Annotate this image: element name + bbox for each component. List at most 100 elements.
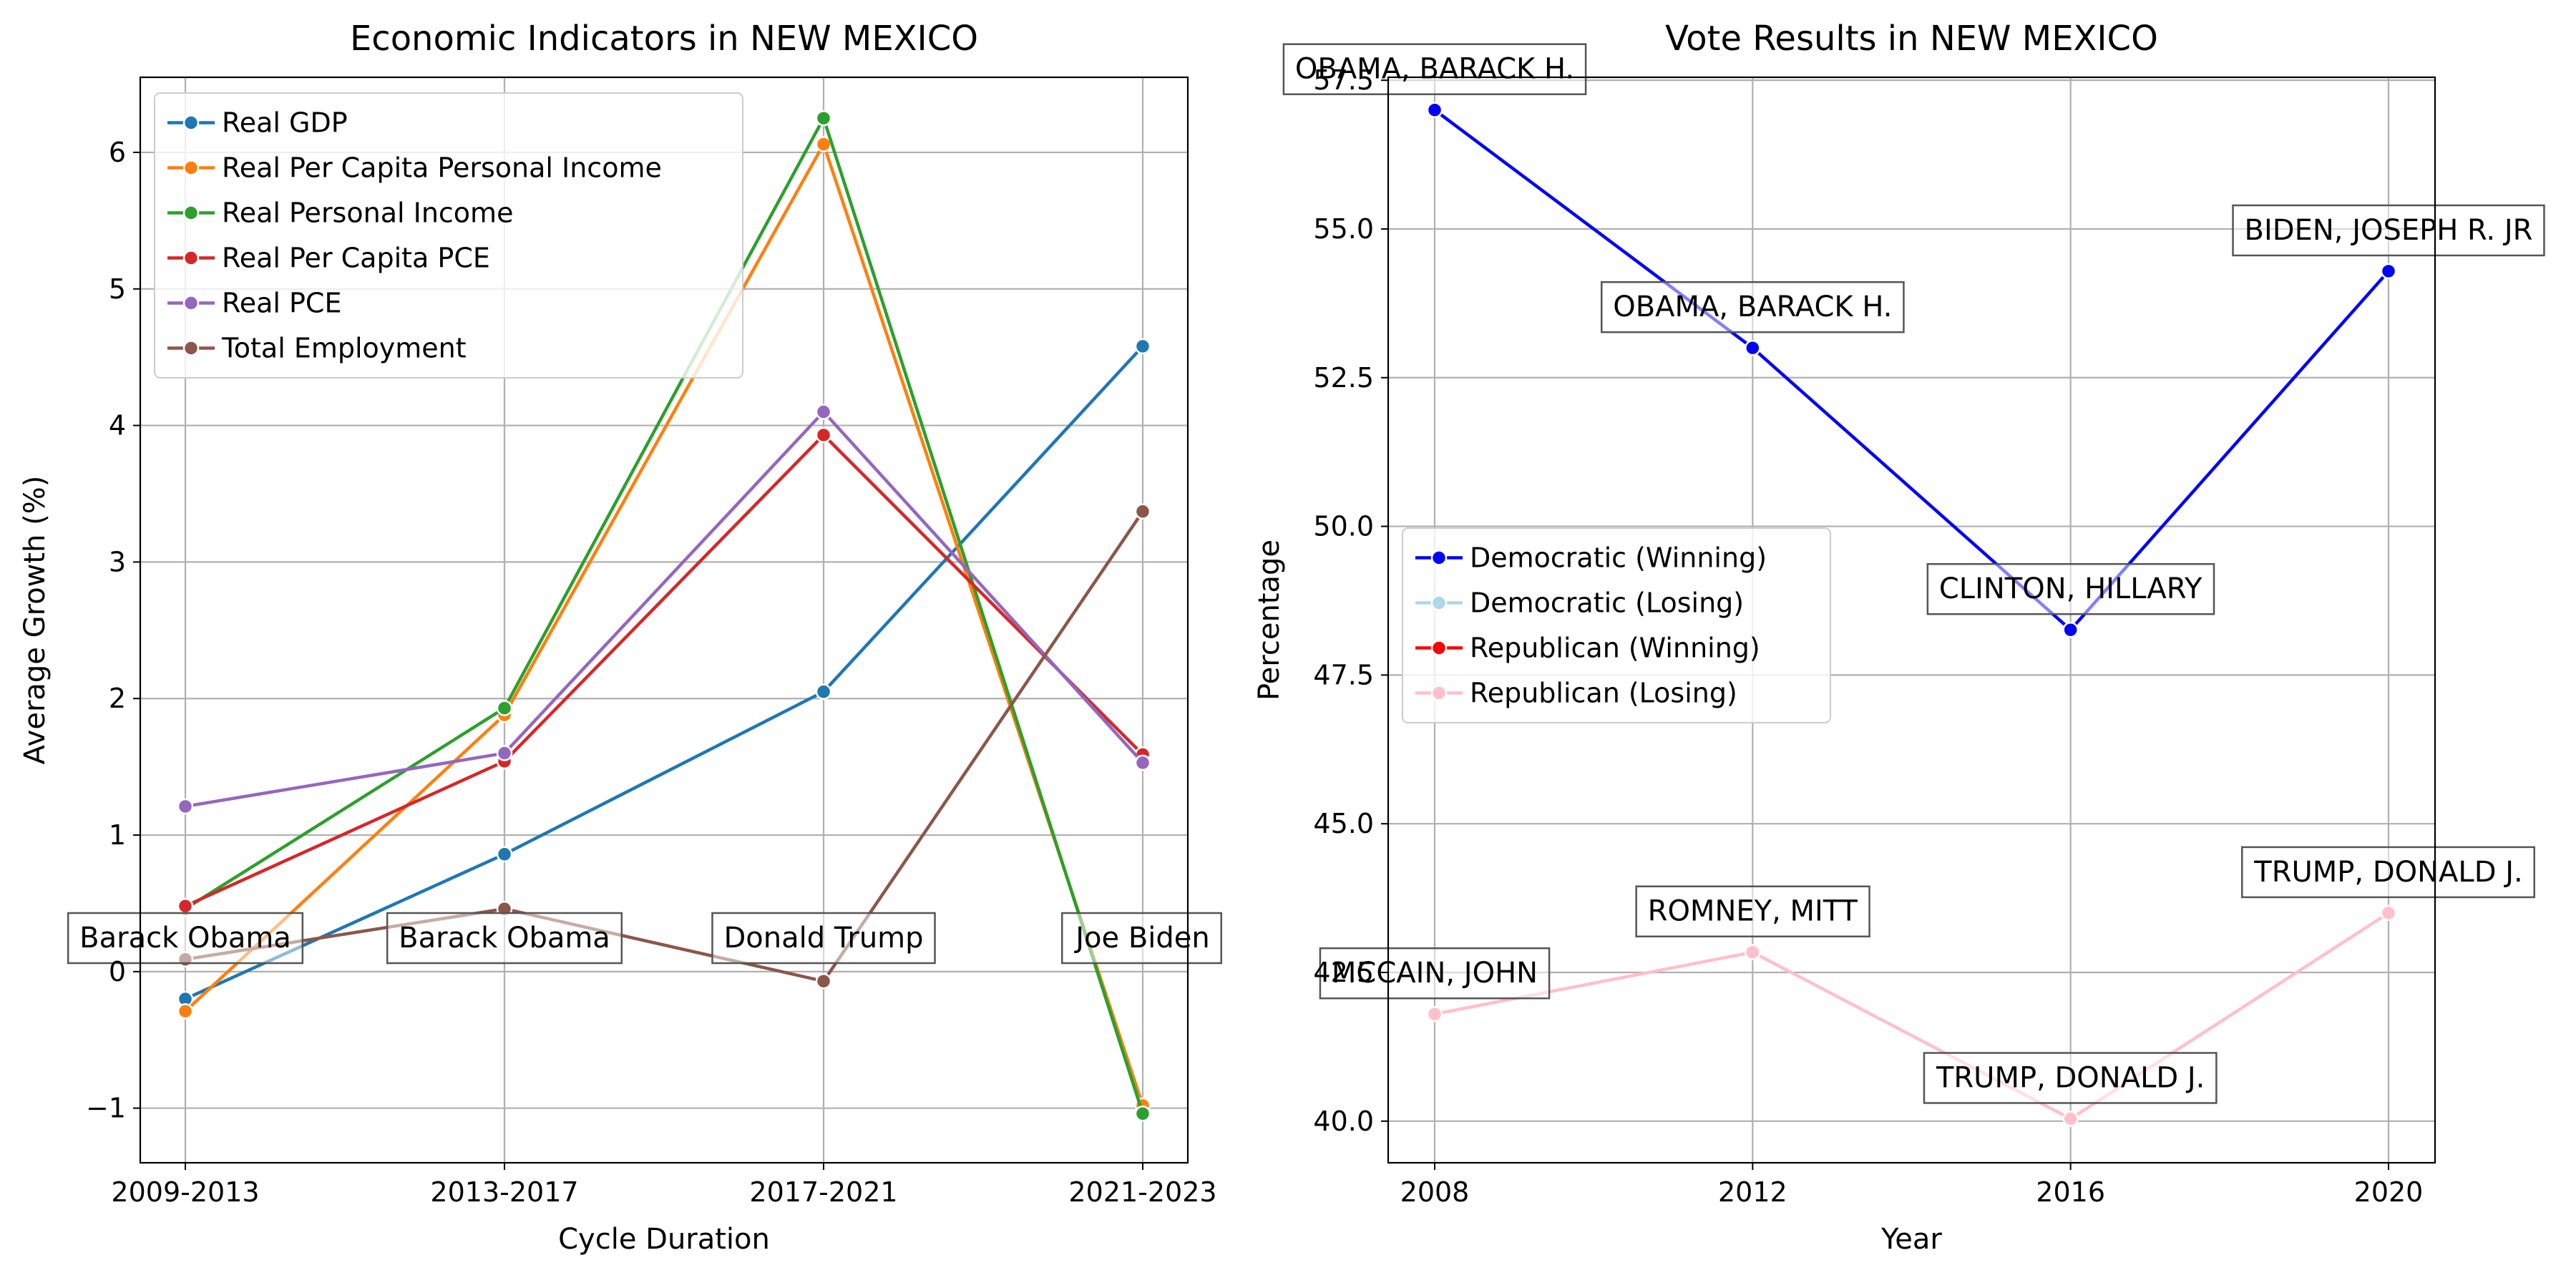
series-line — [184, 142, 1145, 1106]
series-line — [185, 410, 1144, 809]
data-point — [1134, 1106, 1151, 1122]
annotation-label: BIDEN, JOSEPH R. JR — [2245, 214, 2533, 247]
data-point — [2380, 263, 2397, 280]
y-tick-label: −1 — [86, 1093, 126, 1124]
annotation-label: Barack Obama — [79, 922, 291, 955]
series-line — [1433, 108, 2390, 632]
legend: Real GDP Real Per Capita Personal Income R… — [154, 92, 743, 379]
data-point — [177, 798, 194, 815]
x-tick-label: 2013-2017 — [430, 1176, 578, 1208]
legend-marker — [1430, 640, 1448, 656]
annotation-box — [386, 912, 623, 965]
annotation-label: Donald Trump — [723, 922, 923, 955]
data-point — [496, 745, 513, 761]
annotation-label: OBAMA, BARACK H. — [1613, 291, 1892, 323]
annotation-label: Barack Obama — [399, 922, 610, 955]
legend-label: Republican (Losing) — [1470, 678, 1737, 709]
chart-title: Economic Indicators in NEW MEXICO — [350, 19, 978, 59]
x-tick-label: 2012 — [1718, 1176, 1787, 1208]
annotation-box — [1061, 912, 1222, 965]
y-tick-label: 57.5 — [1313, 64, 1374, 96]
y-tick-label: 47.5 — [1313, 659, 1374, 691]
annotation-box — [1282, 43, 1587, 95]
legend-label: Republican (Winning) — [1470, 633, 1760, 664]
y-tick-label: 55.0 — [1313, 213, 1374, 245]
legend-label: Total Employment — [221, 333, 467, 364]
legend-marker — [182, 205, 200, 221]
data-point — [1745, 339, 1761, 356]
x-tick-label: 2020 — [2354, 1176, 2424, 1208]
legend-marker — [1430, 685, 1448, 701]
annotation-box — [67, 912, 304, 965]
x-tick-label: 2021-2023 — [1068, 1176, 1216, 1208]
data-point — [1426, 102, 1443, 118]
series-line — [185, 345, 1144, 1001]
legend-label: Real Per Capita PCE — [222, 243, 490, 274]
data-point — [2062, 1111, 2079, 1127]
annotation-label: MCCAIN, JOHN — [1332, 957, 1538, 990]
y-axis-label: Percentage — [1253, 540, 1286, 701]
x-tick-label: 2009-2013 — [111, 1176, 259, 1208]
data-point — [2062, 621, 2079, 638]
annotation-box — [1600, 280, 1905, 333]
chart-title: Vote Results in NEW MEXICO — [1665, 19, 2158, 59]
data-point — [177, 898, 194, 914]
legend-label: Real Personal Income — [222, 197, 513, 229]
y-tick-label: 40.0 — [1313, 1106, 1374, 1137]
y-axis-label: Average Growth (%) — [19, 476, 52, 765]
annotation-box — [2232, 204, 2545, 257]
data-point — [496, 846, 513, 863]
legend-marker — [182, 114, 200, 131]
annotation-label: ROMNEY, MITT — [1648, 895, 1858, 928]
series-line — [184, 116, 1145, 1114]
y-tick-label: 50.0 — [1313, 511, 1374, 542]
y-tick-label: 6 — [109, 137, 126, 168]
x-tick-label: 2008 — [1400, 1176, 1470, 1208]
vote-results-chart: OBAMA, BARACK H. OBAMA, BARACK H. CLINTON,… — [1253, 19, 2545, 1256]
legend-marker — [182, 250, 200, 266]
y-tick-label: 4 — [109, 410, 126, 441]
annotation-box — [711, 912, 936, 965]
legend-label: Democratic (Winning) — [1470, 542, 1767, 574]
y-tick-label: 42.5 — [1313, 957, 1374, 988]
annotation-label: Joe Biden — [1073, 922, 1210, 955]
annotation-box — [1635, 885, 1870, 937]
data-point — [1134, 503, 1151, 520]
data-point — [1134, 754, 1151, 771]
legend-marker — [182, 160, 200, 176]
annotation-box — [2241, 846, 2535, 899]
series-line — [185, 510, 1144, 983]
data-point — [815, 136, 832, 152]
data-point — [2380, 904, 2397, 922]
data-point — [815, 683, 832, 700]
y-tick-label: 52.5 — [1313, 362, 1374, 394]
data-point — [815, 109, 832, 127]
data-point — [1134, 338, 1151, 355]
data-point — [815, 972, 832, 990]
annotation-label: TRUMP, DONALD J. — [1936, 1061, 2205, 1094]
y-tick-label: 5 — [109, 273, 126, 305]
data-point — [496, 700, 513, 716]
annotation-label: OBAMA, BARACK H. — [1295, 53, 1574, 86]
annotation-box — [1923, 1052, 2218, 1104]
legend: Democratic (Winning) Democratic (Losing) R… — [1402, 527, 1831, 723]
data-point — [177, 1002, 194, 1020]
series-line — [1434, 911, 2390, 1121]
economic-indicators-chart: Barack Obama Barack Obama Donald Trump Joe … — [19, 19, 1222, 1256]
y-tick-label: 2 — [109, 683, 126, 714]
series-line — [185, 433, 1144, 908]
x-axis-label: Cycle Duration — [558, 1223, 770, 1256]
legend-marker — [1430, 595, 1448, 611]
annotation-box — [1926, 562, 2215, 615]
legend-marker — [182, 295, 200, 311]
legend-label: Real Per Capita Personal Income — [222, 152, 662, 184]
x-axis-label: Year — [1880, 1223, 1942, 1256]
legend-box — [1402, 527, 1831, 723]
x-tick-label: 2017-2021 — [749, 1176, 897, 1208]
annotation-label: TRUMP, DONALD J. — [2253, 856, 2522, 889]
data-point — [815, 404, 832, 420]
legend-marker — [1430, 550, 1448, 566]
legend-box — [154, 92, 743, 379]
legend-label: Real GDP — [222, 107, 348, 139]
